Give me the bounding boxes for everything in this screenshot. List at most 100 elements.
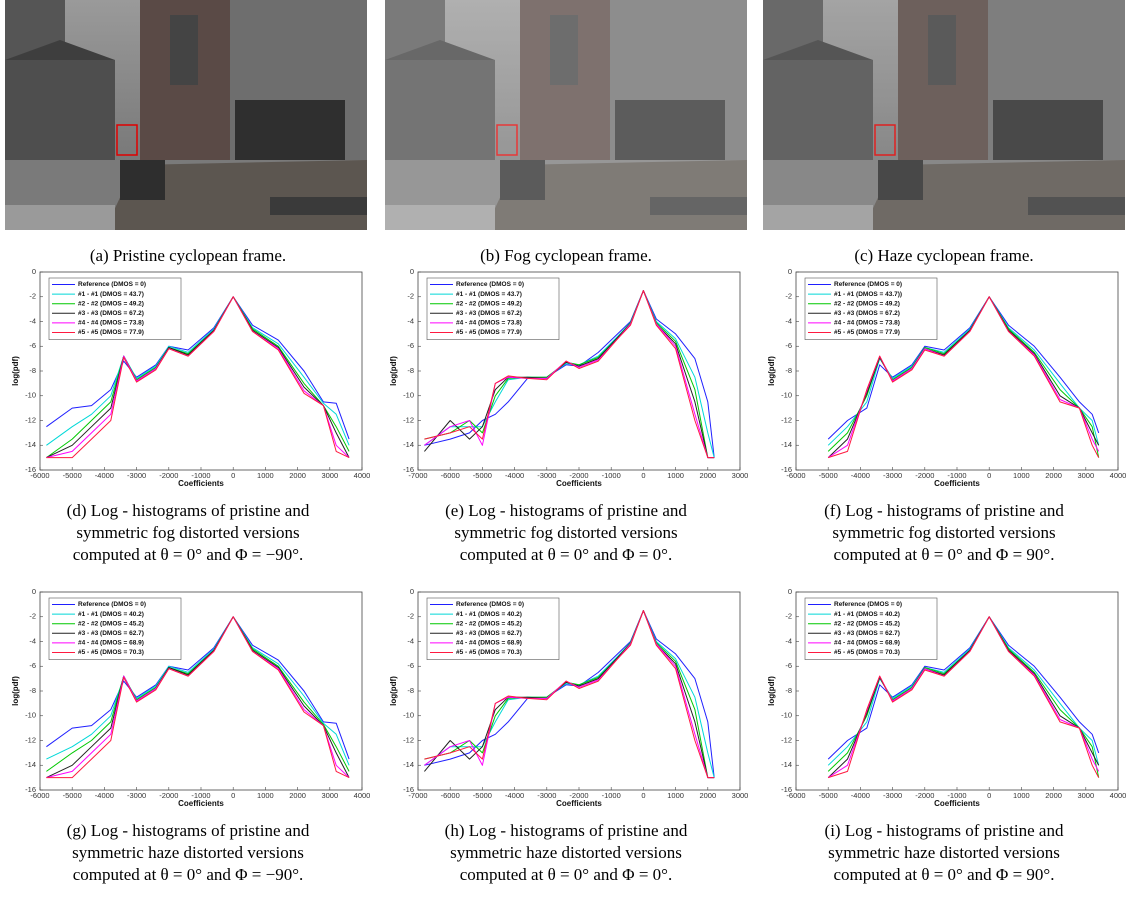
legend-label: Reference (DMOS = 0) xyxy=(456,281,524,288)
chart-caption: (g) Log - histograms of pristine and xyxy=(67,821,310,840)
chart-caption: (i) Log - histograms of pristine and xyxy=(825,821,1064,840)
x-tick-label: 1000 xyxy=(1013,791,1030,800)
x-tick-label: -5000 xyxy=(473,791,492,800)
x-tick-label: 3000 xyxy=(1077,791,1094,800)
y-tick-label: -12 xyxy=(403,735,414,744)
legend-label: #3 - #3 (DMOS = 67.2) xyxy=(78,310,144,317)
y-axis-label: log(pdf) xyxy=(11,356,20,386)
legend-label: #4 - #4 (DMOS = 68.9) xyxy=(456,640,522,647)
y-axis-label: log(pdf) xyxy=(389,356,398,386)
chart-caption: computed at θ = 0° and Φ = −90°. xyxy=(73,545,304,564)
x-tick-label: 2000 xyxy=(699,471,716,480)
x-tick-label: -3000 xyxy=(127,791,146,800)
x-tick-label: -6000 xyxy=(786,471,805,480)
x-tick-label: -2000 xyxy=(569,791,588,800)
image-caption: (b) Fog cyclopean frame. xyxy=(480,246,652,265)
y-tick-label: -16 xyxy=(403,785,414,794)
x-tick-label: -5000 xyxy=(473,471,492,480)
series-line xyxy=(424,290,715,459)
y-tick-label: -2 xyxy=(407,612,414,621)
legend-box xyxy=(48,277,182,340)
series-line xyxy=(46,616,350,772)
x-tick-label: -4000 xyxy=(505,791,524,800)
series-line xyxy=(46,296,350,446)
y-tick-label: -16 xyxy=(781,785,792,794)
x-tick-label: -6000 xyxy=(441,471,460,480)
x-tick-label: -5000 xyxy=(63,791,82,800)
series-line xyxy=(46,616,350,779)
series-line xyxy=(424,290,715,459)
legend-label: #4 - #4 (DMOS = 73.8) xyxy=(456,320,522,327)
photo-pristine xyxy=(4,0,368,231)
legend-label: #2 - #2 (DMOS = 49.2) xyxy=(456,300,522,307)
legend-label: #1 - #1 (DMOS = 43.7) xyxy=(456,291,522,298)
y-tick-label: -6 xyxy=(29,661,36,670)
chart-caption: (e) Log - histograms of pristine and xyxy=(445,501,687,520)
x-tick-label: 3000 xyxy=(321,791,338,800)
series-line xyxy=(424,290,715,459)
series-line xyxy=(424,610,715,779)
x-tick-label: -3000 xyxy=(537,791,556,800)
series-line xyxy=(46,296,350,459)
x-tick-label: -1000 xyxy=(602,471,621,480)
chart-caption: computed at θ = 0° and Φ = 90°. xyxy=(834,865,1055,884)
x-tick-label: 2000 xyxy=(289,791,306,800)
series-line xyxy=(46,616,350,760)
y-tick-label: -12 xyxy=(25,415,36,424)
x-tick-label: -5000 xyxy=(819,791,838,800)
chart-caption: symmetric haze distorted versions xyxy=(72,843,304,862)
x-tick-label: -3000 xyxy=(883,471,902,480)
legend-label: #3 - #3 (DMOS = 62.7) xyxy=(78,630,144,637)
x-axis-label: Coefficients xyxy=(556,799,602,808)
series-line xyxy=(424,290,715,459)
y-tick-label: -10 xyxy=(781,711,792,720)
x-tick-label: -1000 xyxy=(191,791,210,800)
series-line xyxy=(46,296,350,440)
legend-label: #1 - #1 (DMOS = 40.2) xyxy=(456,611,522,618)
legend-label: #1 - #1 (DMOS = 43.7)) xyxy=(834,291,902,298)
y-tick-label: -16 xyxy=(403,465,414,474)
image-caption: (a) Pristine cyclopean frame. xyxy=(90,246,286,265)
y-axis-label: log(pdf) xyxy=(767,676,776,706)
legend-label: #4 - #4 (DMOS = 73.8) xyxy=(834,320,900,327)
legend-label: Reference (DMOS = 0) xyxy=(834,601,902,608)
x-tick-label: -2000 xyxy=(915,791,934,800)
x-tick-label: 0 xyxy=(987,791,991,800)
x-tick-label: 3000 xyxy=(1077,471,1094,480)
legend-label: #5 - #5 (DMOS = 77.9) xyxy=(78,329,144,336)
x-tick-label: -4000 xyxy=(505,471,524,480)
x-tick-label: -3000 xyxy=(537,471,556,480)
series-line xyxy=(46,296,350,459)
photo-haze xyxy=(762,0,1126,231)
y-tick-label: -14 xyxy=(25,760,36,769)
y-tick-label: 0 xyxy=(32,587,36,596)
x-tick-label: -4000 xyxy=(851,471,870,480)
series-line xyxy=(827,616,1100,760)
series-line xyxy=(424,610,715,779)
chart-caption: symmetric haze distorted versions xyxy=(828,843,1060,862)
x-tick-label: -7000 xyxy=(408,471,427,480)
y-tick-label: 0 xyxy=(410,587,414,596)
y-axis-label: log(pdf) xyxy=(767,356,776,386)
legend-label: #1 - #1 (DMOS = 40.2) xyxy=(834,611,900,618)
image-caption: (c) Haze cyclopean frame. xyxy=(854,246,1033,265)
y-tick-label: -4 xyxy=(785,316,792,325)
legend-box xyxy=(804,597,938,660)
x-tick-label: 1000 xyxy=(257,791,274,800)
y-tick-label: -6 xyxy=(407,661,414,670)
x-tick-label: -2000 xyxy=(159,791,178,800)
x-tick-label: 0 xyxy=(641,471,645,480)
x-tick-label: 2000 xyxy=(1045,471,1062,480)
x-tick-label: -1000 xyxy=(947,471,966,480)
x-tick-label: 3000 xyxy=(321,471,338,480)
y-tick-label: -12 xyxy=(781,735,792,744)
y-tick-label: 0 xyxy=(788,267,792,276)
series-line xyxy=(46,616,350,766)
x-tick-label: -6000 xyxy=(441,791,460,800)
y-tick-label: -14 xyxy=(403,760,414,769)
y-tick-label: -14 xyxy=(25,440,36,449)
y-tick-label: -4 xyxy=(407,316,414,325)
x-tick-label: -6000 xyxy=(786,791,805,800)
y-tick-label: -8 xyxy=(785,366,792,375)
chart-caption: symmetric fog distorted versions xyxy=(454,523,677,542)
